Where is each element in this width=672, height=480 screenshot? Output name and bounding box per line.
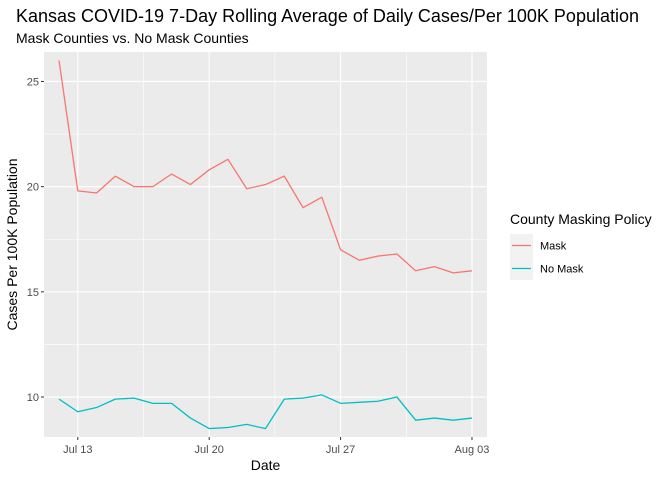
- x-tick-label: Jul 13: [63, 444, 92, 456]
- legend-title: County Masking Policy: [510, 211, 652, 227]
- x-axis: Jul 13 Jul 20 Jul 27 Aug 03: [63, 437, 489, 456]
- chart-subtitle: Mask Counties vs. No Mask Counties: [16, 30, 249, 46]
- plot-panel: [44, 52, 487, 437]
- legend-label-no-mask: No Mask: [540, 264, 584, 276]
- legend: County Masking Policy Mask No Mask: [510, 211, 652, 280]
- legend-item-mask: Mask: [510, 234, 567, 257]
- series-lines: [58, 60, 473, 430]
- y-axis: 10 15 20 25: [27, 76, 44, 404]
- y-tick-label: 15: [27, 287, 39, 299]
- chart-title: Kansas COVID-19 7-Day Rolling Average of…: [16, 6, 639, 26]
- grid-major: [44, 52, 487, 437]
- x-tick-label: Aug 03: [455, 444, 490, 456]
- y-tick-label: 25: [27, 76, 39, 88]
- x-tick-label: Jul 20: [195, 444, 224, 456]
- legend-item-no-mask: No Mask: [510, 257, 584, 280]
- y-axis-title: Cases Per 100K Population: [4, 159, 20, 331]
- grid-minor: [44, 52, 487, 437]
- series-line-mask: [58, 60, 473, 274]
- series-line-no-mask: [58, 394, 473, 430]
- legend-label-mask: Mask: [540, 241, 567, 253]
- x-axis-title: Date: [251, 457, 281, 473]
- x-tick-label: Jul 27: [326, 444, 355, 456]
- y-tick-label: 10: [27, 392, 39, 404]
- legend-items: Mask No Mask: [510, 234, 584, 280]
- y-tick-label: 20: [27, 182, 39, 194]
